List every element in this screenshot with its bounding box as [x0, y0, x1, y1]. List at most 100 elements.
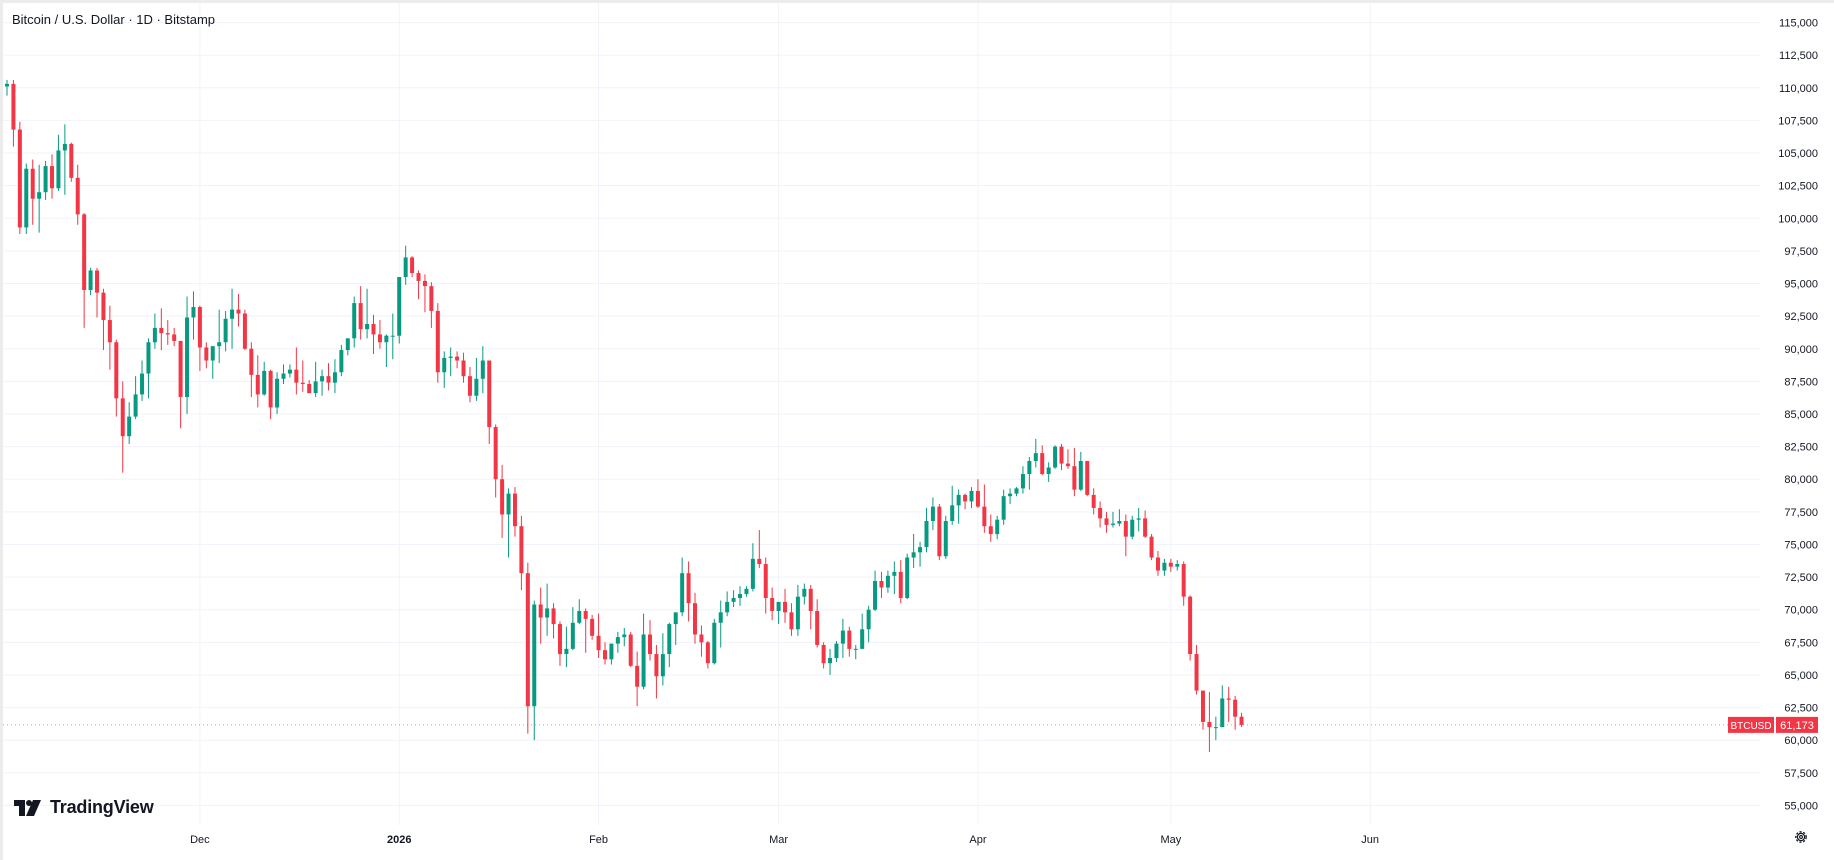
candle: [217, 309, 222, 364]
y-tick-label: 107,500: [1778, 115, 1818, 127]
candle: [358, 286, 363, 340]
candle-body: [1040, 453, 1045, 475]
candle-body: [358, 303, 363, 330]
candle-body: [821, 644, 826, 664]
candle-body: [828, 657, 833, 664]
candle-body: [493, 427, 498, 480]
candle-body: [1059, 446, 1064, 464]
y-tick-label: 60,000: [1784, 735, 1818, 747]
candle: [1078, 451, 1083, 491]
candle-body: [602, 650, 607, 660]
candle-body: [866, 609, 871, 630]
candle: [107, 305, 112, 370]
candle: [332, 359, 337, 394]
candle-body: [1117, 520, 1122, 524]
candle: [300, 360, 305, 392]
candle-body: [114, 342, 119, 399]
candle-body: [1130, 519, 1135, 537]
candle: [705, 641, 710, 669]
candle-body: [525, 573, 530, 707]
candle: [590, 614, 595, 640]
y-tick-label: 65,000: [1784, 670, 1818, 682]
candle: [114, 339, 119, 417]
candle-body: [969, 490, 974, 502]
candle: [532, 600, 537, 741]
candle: [191, 291, 196, 340]
candle-body: [1226, 698, 1231, 700]
y-tick-label: 80,000: [1784, 474, 1818, 486]
candle-body: [11, 83, 16, 130]
candle-body: [262, 370, 267, 395]
time-axis[interactable]: Dec 2026 Feb Mar Apr May Jun: [190, 834, 1379, 846]
candle-body: [500, 479, 505, 515]
candle: [5, 79, 9, 96]
candle: [982, 484, 987, 533]
candle: [1008, 488, 1013, 505]
candle: [538, 587, 543, 644]
x-tick-label: Apr: [969, 834, 986, 846]
candle: [1001, 489, 1006, 525]
candle-body: [1027, 460, 1032, 475]
candle: [609, 643, 614, 665]
x-tick-label: May: [1160, 834, 1181, 846]
candle-body: [467, 376, 472, 396]
candle: [1220, 685, 1225, 728]
candles: [5, 79, 1244, 752]
candle-body: [107, 320, 112, 343]
candle-body: [924, 520, 929, 548]
candle-body: [641, 634, 646, 687]
y-tick-label: 55,000: [1784, 800, 1818, 812]
candle: [1162, 558, 1167, 576]
candle: [1123, 514, 1128, 557]
candle-body: [545, 608, 550, 618]
candle: [1149, 534, 1154, 561]
candle: [461, 352, 466, 383]
candle-body: [776, 601, 781, 612]
candle-body: [480, 360, 485, 379]
candle: [1104, 511, 1109, 533]
candle-body: [223, 318, 228, 343]
candle-body: [512, 493, 517, 527]
gear-icon[interactable]: [1793, 829, 1809, 845]
candle: [127, 402, 132, 445]
candle-body: [557, 624, 562, 655]
candle-body: [287, 369, 292, 374]
candle-body: [24, 168, 29, 228]
candle: [365, 288, 370, 339]
candle: [1143, 510, 1148, 538]
candle: [911, 534, 916, 568]
candle: [159, 308, 164, 351]
candle: [995, 515, 1000, 540]
candle: [1130, 515, 1135, 540]
tradingview-logo[interactable]: TradingView: [14, 797, 154, 818]
candle-body: [82, 214, 87, 291]
candle-body: [384, 335, 389, 343]
candle: [937, 504, 942, 561]
candle-body: [628, 634, 633, 666]
candle-body: [699, 634, 704, 643]
candle: [718, 600, 723, 648]
candle-body: [712, 622, 717, 664]
candle-body: [1220, 698, 1225, 728]
candle-body: [686, 573, 691, 604]
candle-body: [461, 360, 466, 377]
candle-body: [371, 323, 376, 335]
candle-body: [596, 635, 601, 651]
candle-body: [1014, 488, 1019, 494]
candle: [622, 627, 627, 647]
candle: [313, 361, 318, 398]
y-tick-label: 57,500: [1784, 768, 1818, 780]
candle: [242, 309, 247, 351]
price-axis[interactable]: 115,000 112,500 110,000 107,500 105,000 102,5…: [1778, 18, 1818, 813]
candle-body: [217, 342, 222, 347]
y-tick-label: 112,500: [1779, 50, 1818, 62]
candle: [802, 583, 807, 605]
candle: [62, 124, 67, 195]
candle: [75, 164, 80, 225]
candle-body: [255, 374, 260, 395]
candle: [1175, 560, 1180, 571]
candle: [352, 296, 357, 348]
tradingview-logo-icon: [14, 799, 41, 816]
candle: [821, 642, 826, 669]
